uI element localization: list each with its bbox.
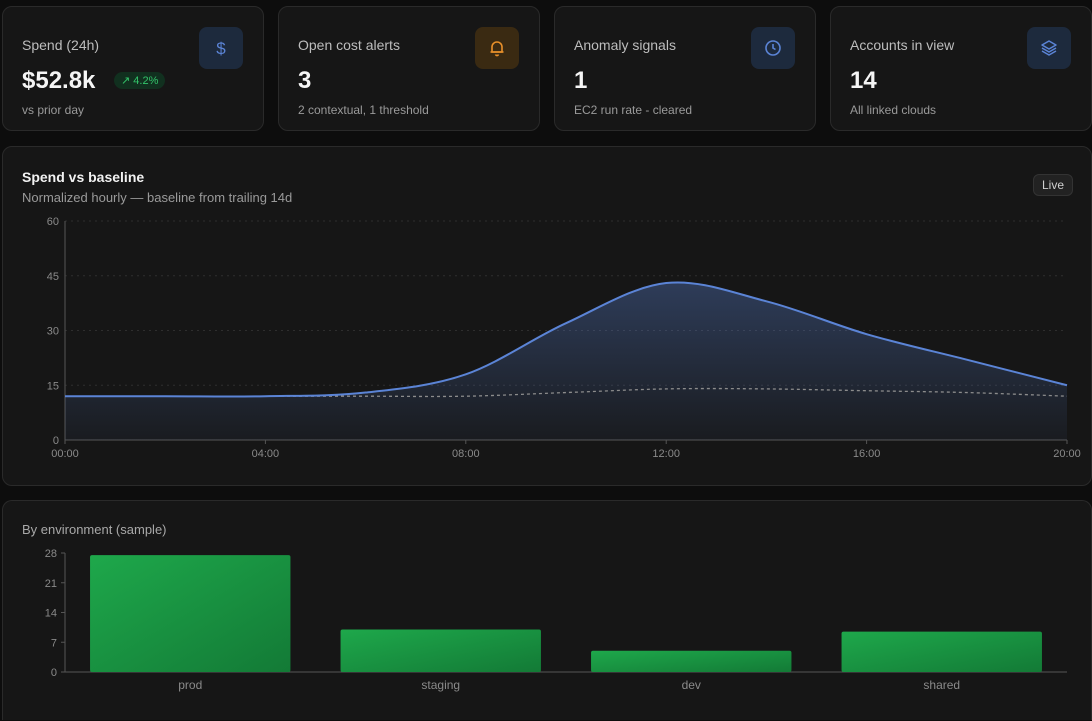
svg-text:$: $ — [216, 39, 226, 58]
kpi-card-anomaly[interactable]: Anomaly signals 1 EC2 run rate - cleared — [554, 6, 816, 131]
x-tick-label: 08:00 — [452, 448, 480, 460]
x-tick-label: 04:00 — [252, 448, 280, 460]
kpi-card-accounts[interactable]: Accounts in view 14 All linked clouds — [830, 6, 1092, 131]
y-tick-label: 28 — [45, 548, 57, 560]
bar-dev — [591, 650, 792, 672]
spend-line-chart: 0 15 30 45 60 00:00 04:00 08:00 12:00 16:00 20:00 — [47, 216, 1081, 460]
kpi-value: 14 — [850, 67, 877, 94]
x-tick-label: 20:00 — [1053, 448, 1081, 460]
kpi-label: Accounts in view — [850, 37, 955, 53]
live-toggle[interactable]: Live — [1032, 174, 1073, 196]
kpi-value: 1 — [574, 67, 588, 94]
bell-icon — [475, 27, 519, 69]
spend-chart-panel: Spend vs baseline Normalized hourly — ba… — [2, 146, 1092, 486]
dollar-icon: $ — [199, 27, 243, 69]
x-tick-label: dev — [682, 678, 701, 692]
layers-icon — [1027, 27, 1071, 69]
spend-area — [65, 282, 1067, 440]
bar-staging — [340, 629, 541, 672]
x-tick-label: 16:00 — [853, 448, 881, 460]
kpi-subtext: 2 contextual, 1 threshold — [298, 103, 429, 117]
kpi-value: 3 — [298, 67, 312, 94]
kpi-value: $52.8k — [22, 67, 96, 94]
bar-shared — [841, 631, 1042, 672]
y-tick-label: 45 — [47, 271, 59, 283]
kpi-card-spend[interactable]: Spend (24h) $52.8k ↗ 4.2% vs prior day $ — [2, 6, 264, 131]
y-tick-label: 15 — [47, 380, 59, 392]
environment-chart-panel: By environment (sample) 0 7 14 21 28 prod stag… — [2, 500, 1092, 720]
clock-icon — [751, 27, 795, 69]
chart-subtitle: Normalized hourly — baseline from traili… — [22, 190, 293, 205]
kpi-label: Open cost alerts — [298, 37, 400, 53]
chart-title: Spend vs baseline — [22, 169, 145, 185]
x-tick-label: staging — [421, 678, 460, 692]
spend-series-line — [65, 281, 1068, 398]
kpi-label: Spend (24h) — [22, 37, 100, 53]
x-tick-label: 12:00 — [652, 448, 680, 460]
kpi-subtext: EC2 run rate - cleared — [574, 103, 693, 117]
kpi-subtext: vs prior day — [22, 103, 85, 117]
y-tick-label: 0 — [51, 667, 57, 679]
bar-prod — [90, 555, 291, 672]
y-tick-label: 21 — [45, 578, 57, 590]
chart-title: By environment (sample) — [22, 522, 167, 537]
y-tick-label: 60 — [47, 216, 59, 228]
trend-badge: ↗ 4.2% — [114, 72, 166, 89]
kpi-subtext: All linked clouds — [850, 103, 937, 117]
environment-bar-chart: 0 7 14 21 28 prod staging dev shared — [45, 548, 1067, 692]
y-tick-label: 14 — [45, 608, 57, 620]
kpi-card-alerts[interactable]: Open cost alerts 3 2 contextual, 1 thres… — [278, 6, 540, 131]
y-tick-label: 30 — [47, 326, 59, 338]
x-tick-label: shared — [923, 678, 960, 692]
x-tick-label: prod — [178, 678, 202, 692]
y-tick-label: 0 — [53, 435, 59, 447]
y-tick-label: 7 — [51, 637, 57, 649]
x-tick-label: 00:00 — [51, 448, 79, 460]
kpi-label: Anomaly signals — [574, 37, 676, 53]
